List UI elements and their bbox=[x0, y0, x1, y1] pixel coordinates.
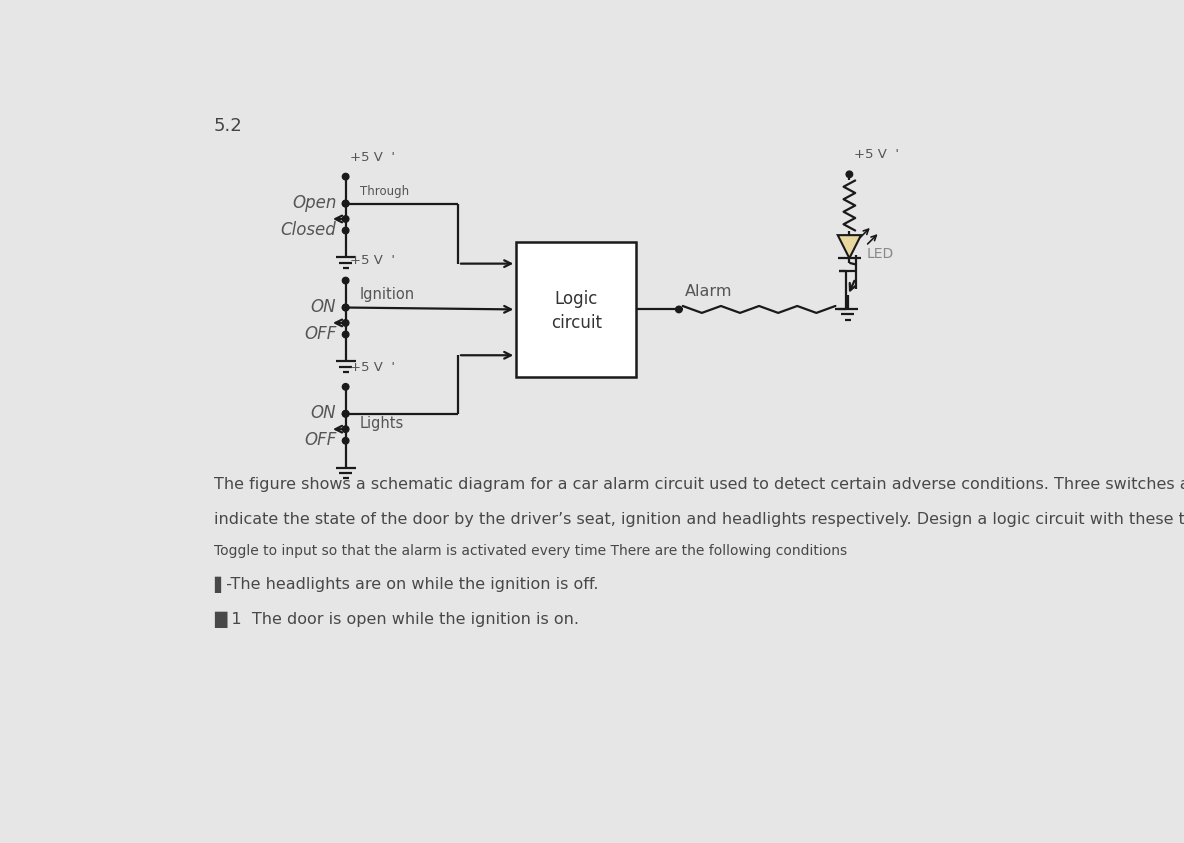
Text: Closed: Closed bbox=[281, 221, 336, 239]
Text: 5.2: 5.2 bbox=[214, 117, 243, 136]
Text: The figure shows a schematic diagram for a car alarm circuit used to detect cert: The figure shows a schematic diagram for… bbox=[214, 477, 1184, 492]
Text: ON: ON bbox=[311, 404, 336, 422]
Text: █ 1  The door is open while the ignition is on.: █ 1 The door is open while the ignition … bbox=[214, 612, 579, 628]
Circle shape bbox=[342, 216, 349, 223]
Text: Through: Through bbox=[360, 185, 408, 198]
Circle shape bbox=[342, 228, 349, 234]
Text: +5 V  ': +5 V ' bbox=[350, 151, 395, 164]
Circle shape bbox=[342, 426, 349, 432]
Circle shape bbox=[342, 411, 349, 417]
Text: Lights: Lights bbox=[360, 416, 404, 431]
Circle shape bbox=[847, 171, 852, 178]
Text: LED: LED bbox=[867, 247, 894, 260]
Text: Toggle to input so that the alarm is activated every time There are the followin: Toggle to input so that the alarm is act… bbox=[214, 544, 847, 558]
Text: +5 V  ': +5 V ' bbox=[854, 148, 899, 161]
Text: +5 V  ': +5 V ' bbox=[350, 255, 395, 267]
Circle shape bbox=[342, 201, 349, 207]
Circle shape bbox=[342, 411, 349, 417]
Circle shape bbox=[342, 438, 349, 444]
Circle shape bbox=[342, 319, 349, 326]
Circle shape bbox=[342, 331, 349, 338]
Text: +5 V  ': +5 V ' bbox=[350, 361, 395, 373]
Polygon shape bbox=[838, 235, 861, 258]
Circle shape bbox=[676, 306, 682, 313]
Text: Logic: Logic bbox=[554, 291, 598, 309]
Text: ▌-The headlights are on while the ignition is off.: ▌-The headlights are on while the igniti… bbox=[214, 577, 598, 593]
Text: circuit: circuit bbox=[551, 314, 601, 332]
Text: OFF: OFF bbox=[304, 431, 336, 449]
Text: Alarm: Alarm bbox=[686, 283, 733, 298]
Circle shape bbox=[342, 277, 349, 284]
Circle shape bbox=[342, 174, 349, 180]
Circle shape bbox=[342, 304, 349, 311]
Text: Open: Open bbox=[292, 194, 336, 212]
Text: OFF: OFF bbox=[304, 325, 336, 343]
Text: Ignition: Ignition bbox=[360, 287, 414, 302]
Text: indicate the state of the door by the driver’s seat, ignition and headlights res: indicate the state of the door by the dr… bbox=[214, 512, 1184, 527]
Circle shape bbox=[342, 384, 349, 390]
Circle shape bbox=[342, 201, 349, 207]
Bar bbox=[516, 242, 636, 377]
Text: ON: ON bbox=[311, 298, 336, 316]
Circle shape bbox=[342, 304, 349, 311]
